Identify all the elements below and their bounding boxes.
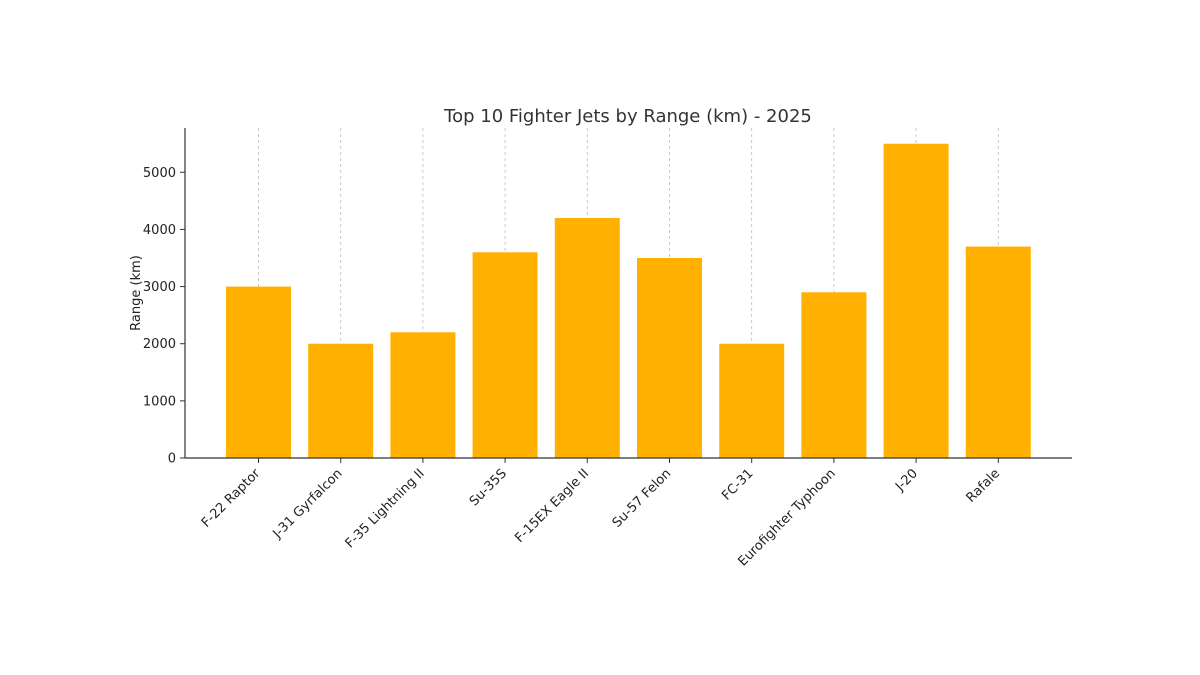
y-ticks: 0 1000 2000 3000 4000 5000	[143, 166, 185, 467]
chart-title: Top 10 Fighter Jets by Range (km) - 2025	[443, 106, 812, 127]
x-tick-label: Rafale	[964, 466, 1004, 506]
x-tick-label: FC-31	[719, 466, 756, 503]
x-tick-label: F-15EX Eagle II	[512, 466, 592, 546]
y-tick-label: 2000	[143, 337, 176, 352]
x-tick-label: F-35 Lightning II	[343, 466, 428, 551]
bar	[719, 343, 785, 458]
bar	[883, 143, 949, 458]
bar	[554, 218, 620, 458]
x-tick-label: F-22 Raptor	[199, 466, 264, 531]
bar	[801, 292, 867, 458]
bars	[226, 143, 1031, 458]
y-tick-label: 3000	[143, 280, 176, 295]
bar	[226, 286, 291, 458]
x-tick-label: Su-35S	[467, 466, 510, 509]
y-tick-label: 5000	[143, 166, 176, 181]
bar	[308, 343, 374, 458]
bar	[390, 332, 456, 458]
y-tick-label: 0	[168, 452, 176, 467]
bar	[637, 258, 702, 458]
bar	[965, 246, 1031, 458]
bar	[472, 252, 538, 458]
y-tick-label: 1000	[143, 394, 176, 409]
y-axis-label: Range (km)	[129, 255, 144, 331]
y-tick-label: 4000	[143, 223, 176, 238]
x-tick-label: Su-57 Felon	[610, 466, 675, 531]
axes	[184, 128, 1072, 459]
x-tick-label: J-31 Gyrfalcon	[270, 466, 346, 542]
x-tick-label: J-20	[892, 466, 921, 495]
